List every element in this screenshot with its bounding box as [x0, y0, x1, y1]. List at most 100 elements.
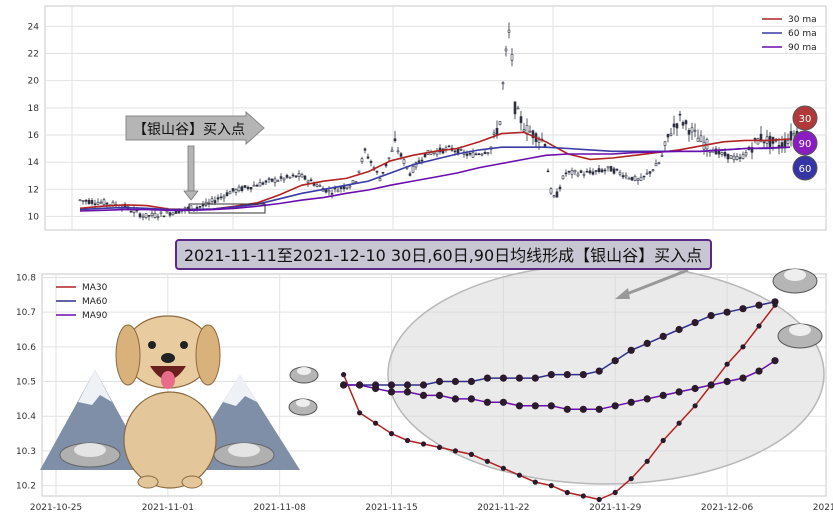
candle-body: [585, 171, 589, 173]
bottom-point-MA30: [404, 437, 411, 444]
candle-body: [459, 149, 463, 151]
candle-body: [171, 212, 175, 215]
bottom-point-MA60: [659, 332, 667, 340]
candle-body: [282, 177, 286, 181]
candle-body: [339, 186, 343, 189]
bottom-point-MA30: [564, 489, 570, 496]
top-legend: 30 ma 60 ma 90 ma: [762, 15, 817, 53]
bottom-y-tick: 10.7: [16, 308, 36, 318]
candle-body: [366, 156, 370, 159]
bottom-point-MA60: [563, 371, 571, 379]
legend-label-60ma: 60 ma: [788, 29, 817, 39]
bottom-point-MA90: [499, 398, 507, 406]
bottom-point-MA90: [356, 381, 364, 389]
candle-body: [552, 195, 556, 198]
title-banner: 2021-11-11至2021-12-10 30日,60日,90日均线形成【银山…: [175, 239, 712, 270]
pointer-arrow: [615, 268, 689, 299]
bottom-point-MA90: [627, 398, 635, 406]
candle-body: [453, 150, 457, 153]
dog-mountain-illustration: [40, 315, 300, 489]
candle-body: [264, 180, 268, 183]
candle-body: [654, 163, 658, 167]
candle-body: [690, 127, 694, 133]
candle-body: [606, 166, 610, 169]
candle-body: [714, 148, 718, 155]
candle-body: [99, 201, 103, 204]
candle-body: [195, 207, 199, 209]
candle-body: [642, 175, 646, 178]
bottom-point-MA30: [548, 483, 554, 489]
candle-body: [369, 161, 373, 163]
candle-body: [720, 152, 724, 155]
bottom-point-MA90: [723, 377, 731, 386]
candle-body: [153, 212, 157, 218]
candle-body: [618, 171, 622, 175]
bottom-point-MA30: [692, 403, 698, 409]
candle-body: [633, 175, 637, 181]
candle-body: [564, 172, 568, 175]
candle-body: [723, 152, 727, 157]
candle-body: [225, 192, 229, 197]
bottom-y-tick: 10.5: [16, 378, 36, 388]
candle-body: [387, 157, 391, 160]
bottom-point-MA30: [724, 361, 730, 367]
bottom-point-MA60: [595, 367, 603, 375]
candle-body: [279, 176, 283, 179]
bottom-point-MA60: [675, 325, 683, 334]
bottom-x-tick: 2021-11-22: [477, 503, 529, 513]
candle-body: [558, 186, 562, 190]
bottom-point-MA60: [643, 339, 651, 347]
candle-body: [699, 135, 703, 142]
candle-body: [78, 199, 82, 202]
candle-body: [468, 152, 472, 155]
candle-body: [588, 170, 592, 174]
candle-body: [549, 188, 553, 194]
bottom-point-MA90: [595, 405, 603, 413]
bottom-point-MA30: [596, 496, 602, 503]
candle-body: [300, 174, 304, 178]
candle-body: [402, 159, 406, 164]
candle-body: [327, 190, 331, 193]
candle-body: [297, 172, 301, 177]
candle-body: [213, 200, 217, 204]
candle-body: [87, 199, 91, 204]
candle-body: [141, 215, 145, 218]
candle-body: [474, 153, 478, 156]
candle-body: [420, 159, 424, 162]
candle-body: [294, 175, 298, 178]
candle-body: [318, 185, 322, 187]
ingot-icon-ma60-end: [772, 268, 818, 294]
candle-body: [630, 176, 634, 181]
bottom-point-MA60: [723, 308, 731, 316]
candle-body: [492, 132, 496, 135]
candle-body: [744, 152, 748, 156]
bottom-point-MA90: [563, 405, 571, 413]
bottom-point-MA60: [611, 357, 619, 365]
bottom-point-MA90: [547, 402, 555, 410]
top-y-tick-labels: 10 12 14 16 18 20 22 24: [28, 22, 40, 222]
candle-body: [480, 153, 484, 156]
candle-body: [696, 137, 700, 142]
bottom-point-MA30: [612, 489, 618, 496]
bottom-line-MA30: [342, 304, 776, 501]
callout-text: 【银山谷】买入点: [133, 122, 245, 138]
bottom-x-tick: 2021-12-06: [701, 503, 754, 513]
top-y-tick: 14: [28, 158, 40, 168]
bottom-point-MA30: [484, 458, 490, 464]
bottom-point-MA90: [483, 398, 491, 406]
candle-body: [687, 130, 691, 135]
bottom-x-tick: 2021-10-25: [30, 503, 82, 513]
candle-body: [735, 155, 739, 160]
bottom-line-MA90: [343, 360, 776, 411]
bottom-point-MA60: [627, 346, 635, 354]
bottom-point-MA30: [580, 493, 586, 499]
bottom-point-MA90: [755, 367, 763, 375]
candle-body: [252, 184, 256, 187]
bottom-point-MA60: [531, 374, 539, 382]
bottom-point-MA60: [387, 381, 396, 389]
candle-body: [447, 145, 451, 148]
candle-body: [528, 130, 532, 133]
candle-body: [639, 176, 643, 181]
bottom-point-MA30: [660, 437, 666, 444]
down-arrow: [183, 145, 199, 201]
